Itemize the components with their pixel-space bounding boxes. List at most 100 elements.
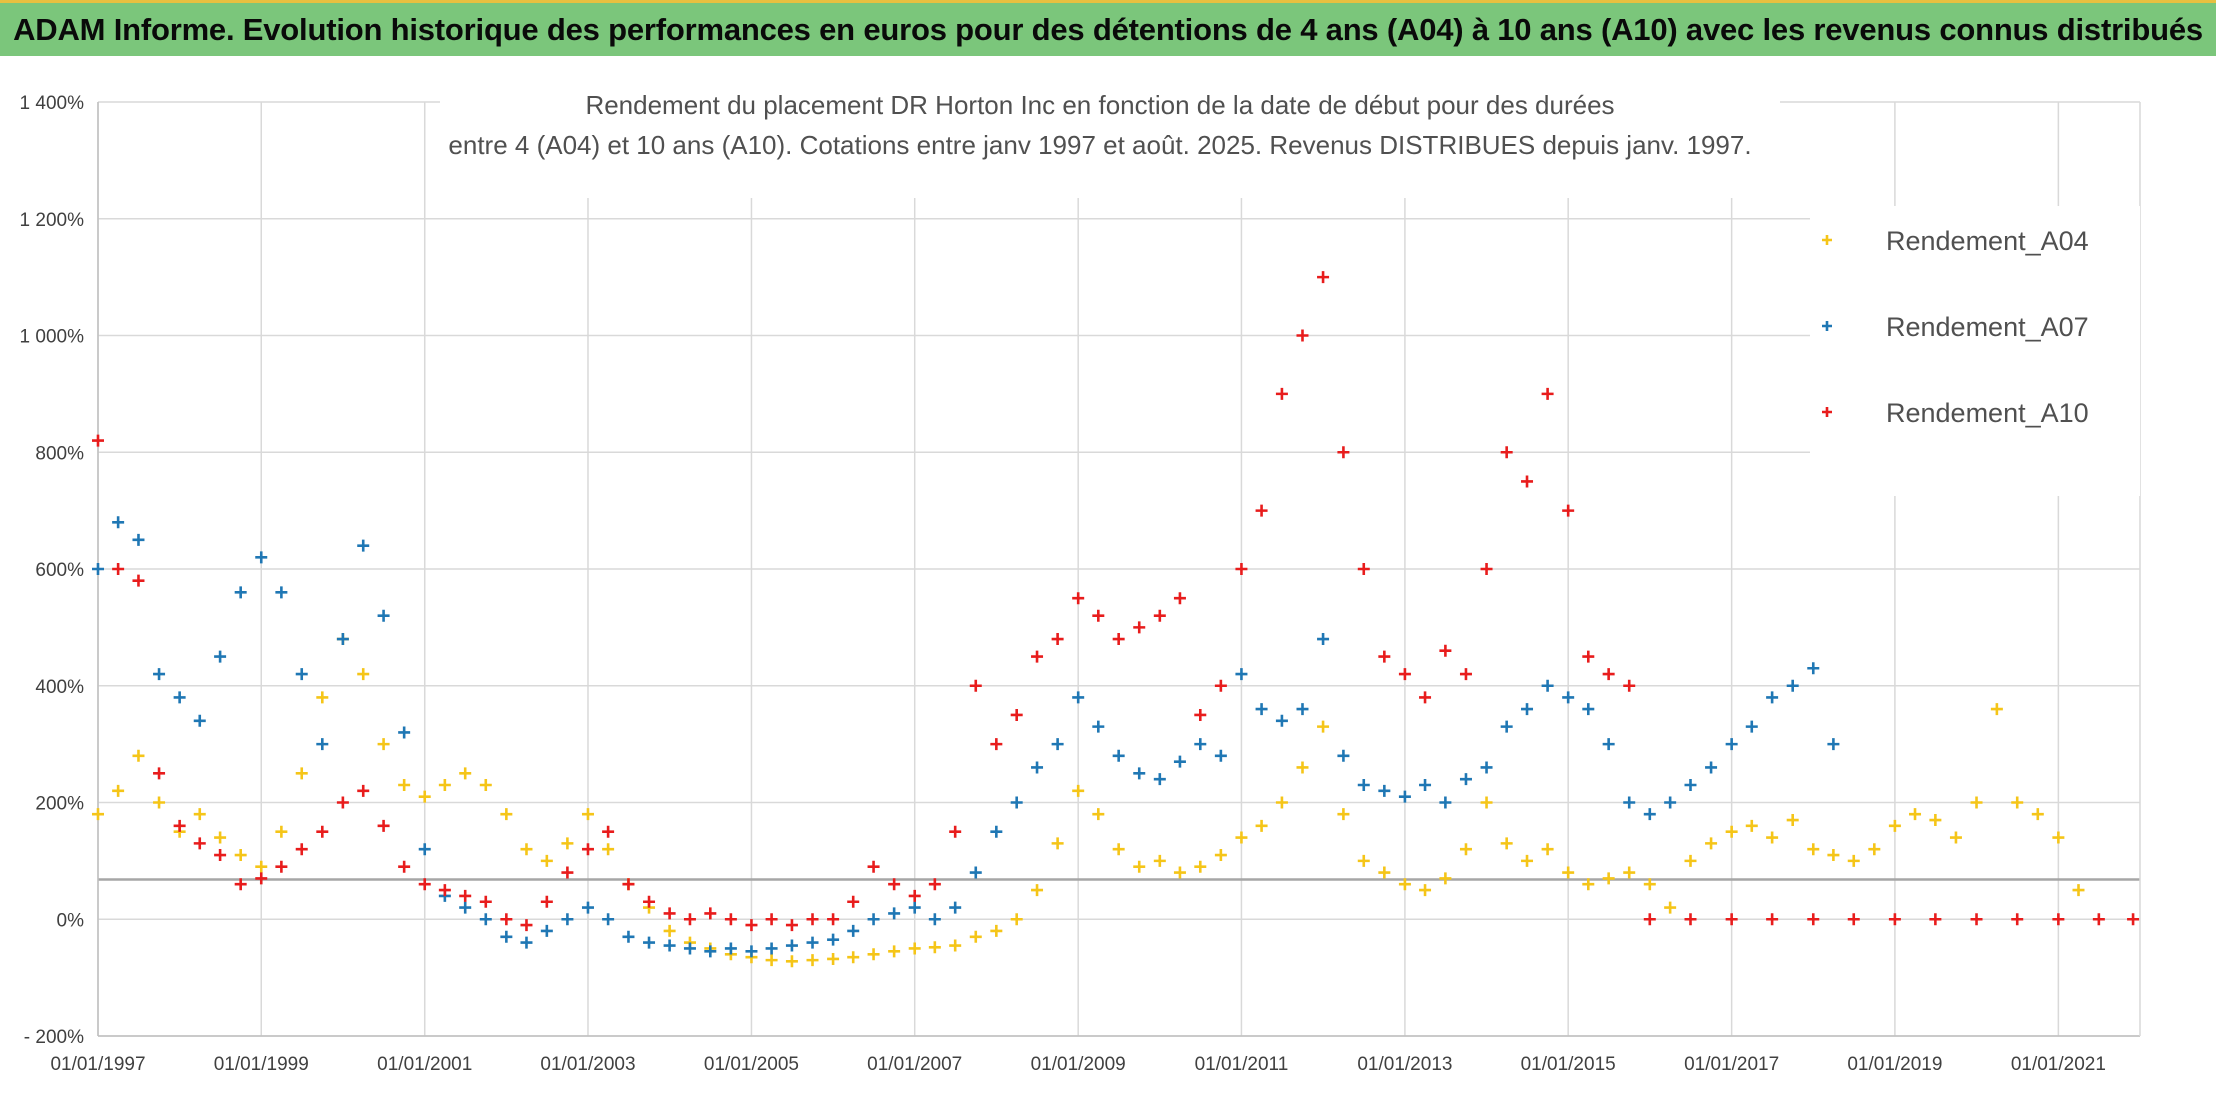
data-point <box>1337 446 1350 459</box>
x-tick-label: 01/01/2003 <box>540 1054 635 1075</box>
data-point <box>663 907 676 920</box>
data-point <box>1419 778 1432 791</box>
y-tick-label: 0% <box>57 910 85 931</box>
data-point <box>1480 796 1493 809</box>
data-point <box>520 843 533 856</box>
data-point <box>561 837 574 850</box>
data-point <box>1194 708 1207 721</box>
data-point <box>1214 849 1227 862</box>
data-point <box>1439 872 1452 885</box>
data-point <box>1072 592 1085 605</box>
data-point <box>540 895 553 908</box>
data-point <box>867 913 880 926</box>
data-point <box>357 539 370 552</box>
data-point <box>1255 703 1268 716</box>
data-point <box>500 913 513 926</box>
data-point <box>438 778 451 791</box>
data-point <box>173 691 186 704</box>
data-point <box>1582 878 1595 891</box>
y-tick-label: 400% <box>35 677 84 698</box>
data-point <box>663 939 676 952</box>
data-point <box>827 913 840 926</box>
data-point <box>581 843 594 856</box>
data-point <box>295 668 308 681</box>
data-point <box>418 878 431 891</box>
data-point <box>214 831 227 844</box>
data-point <box>765 942 778 955</box>
data-point <box>132 574 145 587</box>
data-point <box>275 825 288 838</box>
data-point <box>643 936 656 949</box>
data-point <box>785 955 798 968</box>
data-point <box>949 825 962 838</box>
data-point <box>479 778 492 791</box>
data-point <box>1092 609 1105 622</box>
data-point <box>1990 703 2003 716</box>
banner-title: ADAM Informe. Evolution historique des p… <box>0 0 2216 56</box>
series-rendement-a04 <box>92 633 2085 968</box>
data-point <box>1684 854 1697 867</box>
data-point <box>1051 738 1064 751</box>
data-point <box>255 551 268 564</box>
data-point <box>316 691 329 704</box>
data-point <box>1317 633 1330 646</box>
data-point <box>1541 843 1554 856</box>
data-point <box>275 586 288 599</box>
data-point <box>1419 691 1432 704</box>
data-point <box>1337 749 1350 762</box>
legend-label: Rendement_A07 <box>1886 312 2089 342</box>
data-point <box>1255 819 1268 832</box>
data-point <box>1766 691 1779 704</box>
data-point <box>1602 738 1615 751</box>
data-point <box>724 913 737 926</box>
data-point <box>561 913 574 926</box>
x-tick-label: 01/01/1999 <box>214 1054 309 1075</box>
data-point <box>827 933 840 946</box>
x-tick-labels: 01/01/1997 01/01/1999 01/01/2001 01/01/2003… <box>50 1054 2105 1075</box>
data-point <box>1112 749 1125 762</box>
data-point <box>745 919 758 932</box>
data-point <box>398 726 411 739</box>
data-point <box>928 878 941 891</box>
data-point <box>153 767 166 780</box>
legend: Rendement_A04 Rendement_A07 Rendement_A10 <box>1810 206 2140 496</box>
chart-title-line-2: entre 4 (A04) et 10 ans (A10). Cotations… <box>448 130 1751 160</box>
data-point <box>1153 773 1166 786</box>
data-point <box>112 563 125 575</box>
data-point <box>214 849 227 862</box>
data-point <box>622 930 635 943</box>
data-point <box>643 895 656 908</box>
data-point <box>193 714 206 727</box>
data-point <box>1807 913 1820 926</box>
data-point <box>1643 913 1656 926</box>
data-point <box>990 924 1003 937</box>
data-point <box>2031 808 2044 821</box>
data-point <box>1010 796 1023 809</box>
chart-title-line-1: Rendement du placement DR Horton Inc en … <box>585 90 1614 120</box>
data-point <box>1378 784 1391 797</box>
data-point <box>1194 860 1207 873</box>
data-point <box>867 860 880 873</box>
data-point <box>1888 913 1901 926</box>
y-tick-label: - 200% <box>24 1027 84 1048</box>
data-point <box>1929 814 1942 827</box>
data-point <box>112 516 125 529</box>
data-point <box>1173 755 1186 768</box>
data-point <box>1929 913 1942 926</box>
data-point <box>398 778 411 791</box>
data-point <box>1194 738 1207 751</box>
data-point <box>1072 784 1085 797</box>
data-point <box>704 945 717 958</box>
data-point <box>520 936 533 949</box>
data-point <box>438 884 451 897</box>
data-point <box>1398 668 1411 681</box>
data-point <box>969 930 982 943</box>
data-point <box>1562 691 1575 704</box>
data-point <box>1235 668 1248 681</box>
data-point <box>1562 504 1575 517</box>
data-point <box>1337 808 1350 821</box>
data-point <box>1153 854 1166 867</box>
data-point <box>520 919 533 932</box>
data-point <box>1092 808 1105 821</box>
data-point <box>377 609 390 622</box>
